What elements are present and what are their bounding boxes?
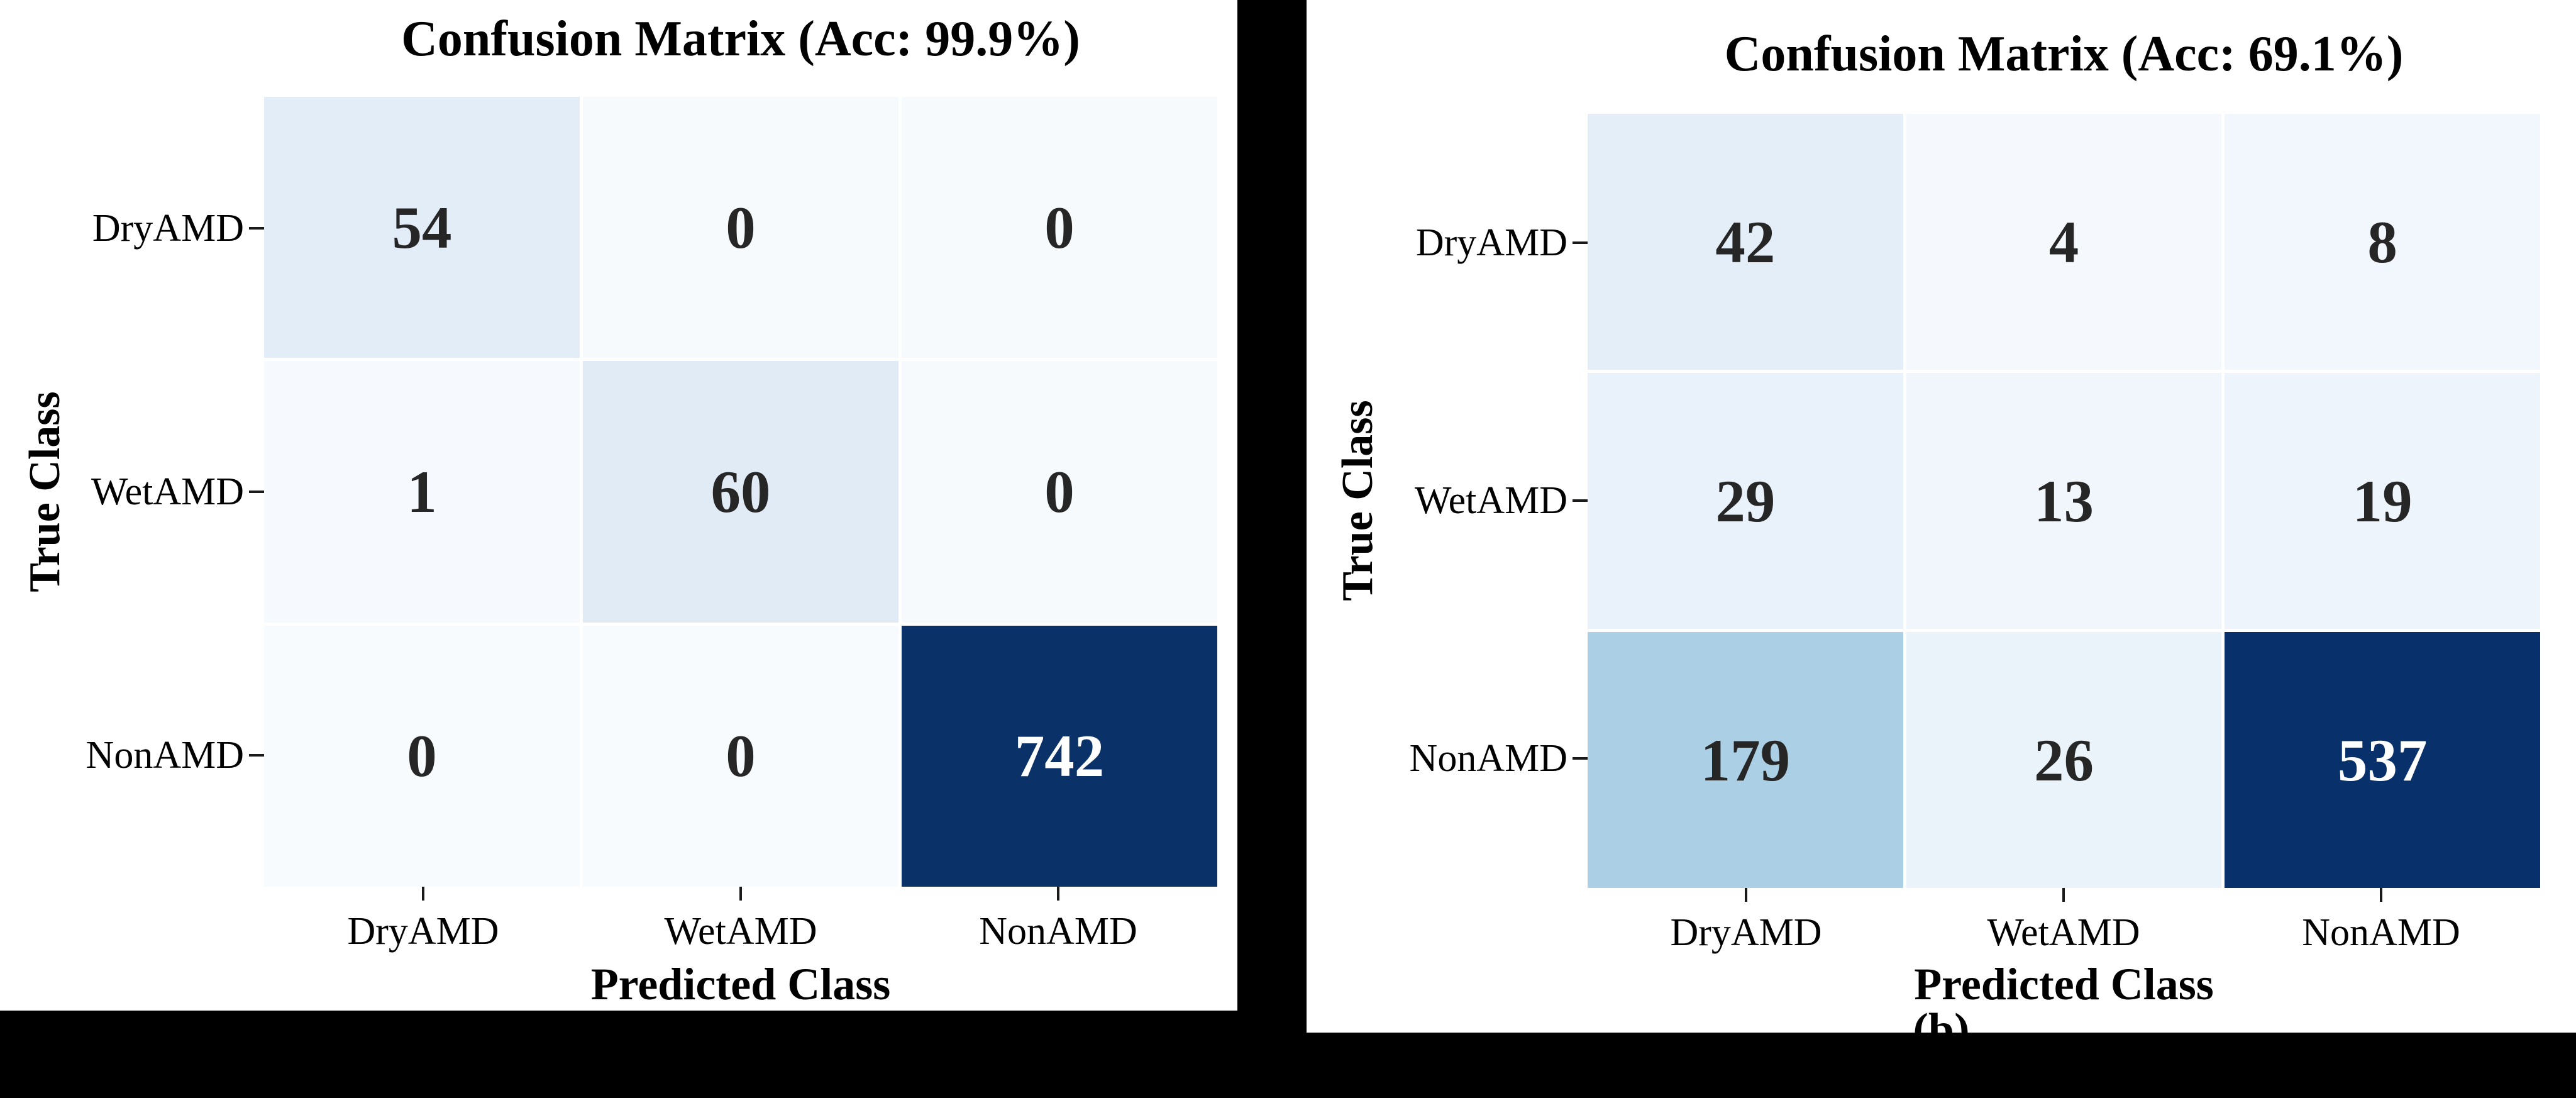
matrix-cell: 4	[1906, 114, 2222, 370]
y-tick-mark	[249, 227, 264, 230]
x-tick-mark	[2380, 888, 2382, 902]
y-tick-mark	[1573, 241, 1588, 244]
matrix-cell: 0	[583, 625, 898, 887]
matrix-cell: 1	[264, 361, 580, 623]
matrix-cell: 54	[264, 97, 580, 358]
x-tick-mark	[2062, 888, 2065, 902]
figure-caption-b: (b)	[1913, 1004, 1970, 1033]
matrix-cell: 0	[902, 361, 1217, 623]
y-tick-label: DryAMD	[1415, 221, 1567, 264]
matrix-cell: 0	[264, 625, 580, 887]
matrix-cell: 742	[902, 625, 1217, 887]
chart-title-b: Confusion Matrix (Acc: 69.1%)	[1724, 26, 2404, 82]
x-tick-label: NonAMD	[979, 910, 1137, 953]
chart-title-a: Confusion Matrix (Acc: 99.9%)	[401, 11, 1080, 67]
confusion-matrix-panel-b: Confusion Matrix (Acc: 69.1%) True Class…	[1307, 0, 2576, 1033]
matrix-cell: 0	[583, 97, 898, 358]
y-tick-mark	[1573, 757, 1588, 760]
matrix-cell: 13	[1906, 373, 2222, 629]
x-tick-mark	[1745, 888, 1747, 902]
matrix-cell: 179	[1588, 632, 1903, 888]
matrix-cell: 19	[2225, 373, 2540, 629]
y-tick-mark	[249, 491, 264, 493]
y-tick-label: NonAMD	[1409, 737, 1567, 780]
matrix-cell: 29	[1588, 373, 1903, 629]
y-tick-label: NonAMD	[86, 734, 244, 777]
x-tick-label: DryAMD	[347, 910, 499, 953]
x-tick-label: NonAMD	[2302, 911, 2460, 954]
y-tick-mark	[1573, 499, 1588, 502]
x-tick-mark	[739, 887, 742, 901]
x-axis-title-a: Predicted Class	[590, 959, 891, 1009]
matrix-cell: 42	[1588, 114, 1903, 370]
matrix-cell: 8	[2225, 114, 2540, 370]
x-axis-title-b: Predicted Class	[1914, 959, 2214, 1009]
y-tick-label: WetAMD	[1415, 479, 1567, 522]
matrix-cell: 60	[583, 361, 898, 623]
matrix-cell: 0	[902, 97, 1217, 358]
matrix-cell: 26	[1906, 632, 2222, 888]
y-tick-label: DryAMD	[92, 207, 244, 250]
heatmap-grid-a: 54 0 0 1 60 0 0 0 742	[264, 97, 1217, 887]
x-tick-mark	[422, 887, 424, 901]
y-tick-label: WetAMD	[91, 470, 244, 513]
heatmap-grid-b: 42 4 8 29 13 19 179 26 537	[1588, 114, 2540, 888]
x-tick-label: WetAMD	[1987, 911, 2140, 954]
confusion-matrix-panel-a: Confusion Matrix (Acc: 99.9%) True Class…	[0, 0, 1237, 1011]
x-tick-label: WetAMD	[664, 910, 817, 953]
y-tick-mark	[249, 754, 264, 757]
matrix-cell: 537	[2225, 632, 2540, 888]
x-tick-mark	[1057, 887, 1059, 901]
x-tick-label: DryAMD	[1670, 911, 1822, 954]
